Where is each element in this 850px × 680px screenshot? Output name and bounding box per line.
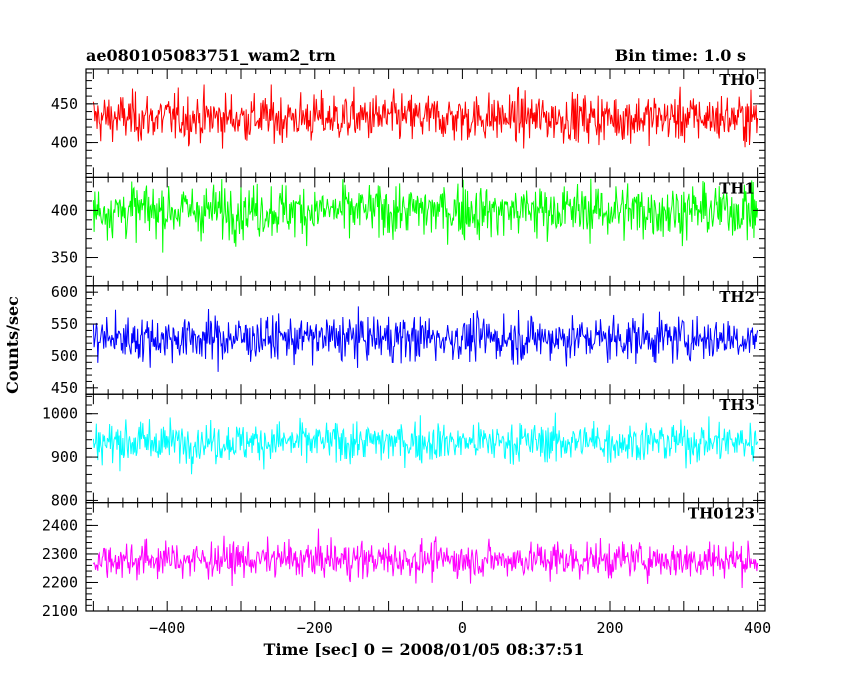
panel-th2: 450 500 550 600 TH2	[51, 283, 766, 397]
series-line-th0123	[92, 528, 759, 588]
x-tick-label: −400	[149, 619, 185, 637]
series-label-th3: TH3	[719, 396, 755, 414]
series-line-th3	[92, 412, 759, 475]
x-tick-label: 200	[596, 619, 623, 637]
series-line-th0	[92, 84, 759, 149]
y-tick-label: 450	[51, 379, 78, 397]
y-tick-label: 350	[51, 249, 78, 267]
y-tick-label: 400	[51, 134, 78, 152]
series-label-th0123: TH0123	[688, 505, 755, 523]
x-axis-label: Time [sec] 0 = 2008/01/05 08:37:51	[264, 640, 585, 659]
x-tick-label: 400	[744, 619, 771, 637]
panel-th3: 800 900 1000 TH3	[42, 393, 766, 509]
y-tick-label: 500	[51, 347, 78, 365]
y-tick-label: 1000	[42, 405, 78, 423]
panel-th0: 400 450 TH0	[51, 68, 766, 179]
y-tick-label: 2400	[42, 516, 78, 534]
y-tick-label: 900	[51, 448, 78, 466]
series-label-th1: TH1	[719, 179, 755, 197]
y-tick-label: 550	[51, 315, 78, 333]
series-label-th0: TH0	[719, 71, 755, 89]
chart-title: ae080105083751_wam2_trn	[86, 46, 336, 65]
x-tick-label: 0	[458, 619, 467, 637]
y-tick-label: 2200	[42, 573, 78, 591]
x-tick-label: −200	[297, 619, 333, 637]
bin-time-label: Bin time: 1.0 s	[615, 46, 746, 65]
y-tick-label: 800	[51, 491, 78, 509]
panels: 400 450 TH0 350 400 TH1 450 500 550 600 TH2 800 900 1…	[42, 68, 771, 637]
panel-th1: 350 400 TH1	[51, 176, 766, 287]
y-tick-label: 450	[51, 95, 78, 113]
series-label-th2: TH2	[719, 288, 755, 306]
y-tick-label: 600	[51, 283, 78, 301]
panel-frame	[85, 502, 766, 612]
panel-frame	[85, 393, 766, 504]
panel-th0123: 2100 2200 2300 2400 TH0123	[42, 502, 766, 620]
y-tick-label: 2300	[42, 545, 78, 563]
series-line-th2	[92, 306, 759, 372]
series-line-th1	[92, 178, 759, 253]
y-tick-label: 400	[51, 201, 78, 219]
y-axis-label: Counts/sec	[3, 296, 22, 394]
y-tick-label: 2100	[42, 602, 78, 620]
